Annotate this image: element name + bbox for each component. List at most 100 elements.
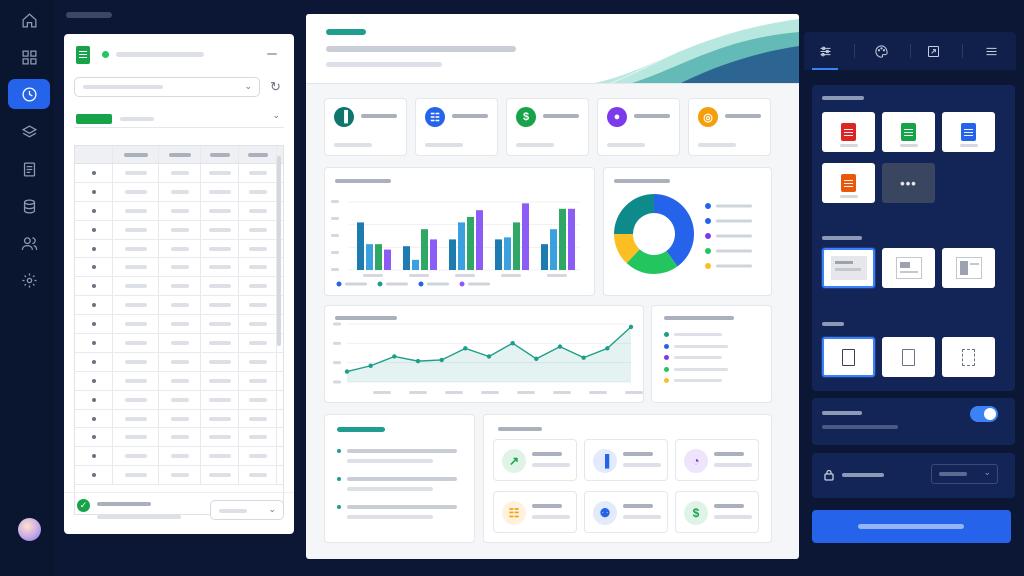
table-row[interactable] <box>75 315 283 335</box>
table-cell[interactable] <box>113 334 159 352</box>
table-cell[interactable] <box>239 220 277 239</box>
data-grid[interactable] <box>74 145 284 515</box>
table-row[interactable] <box>75 239 283 259</box>
document-icon[interactable] <box>8 154 50 184</box>
table-cell[interactable] <box>201 277 239 296</box>
more-options-button[interactable]: ••• <box>882 163 935 203</box>
table-row[interactable] <box>75 352 283 372</box>
row-marker[interactable] <box>75 220 113 239</box>
table-cell[interactable] <box>113 182 159 201</box>
row-marker[interactable] <box>75 258 113 277</box>
row-marker[interactable] <box>75 371 113 390</box>
toggle-switch[interactable] <box>970 406 998 422</box>
layers-icon[interactable] <box>8 117 50 147</box>
table-cell[interactable] <box>159 164 201 182</box>
row-marker[interactable] <box>75 164 113 182</box>
sheet-selector[interactable]: ⌄ <box>74 77 260 97</box>
table-cell[interactable] <box>113 409 159 428</box>
table-cell[interactable] <box>201 428 239 447</box>
table-cell[interactable] <box>113 352 159 371</box>
table-cell[interactable] <box>201 334 239 352</box>
metric-card[interactable]: $ <box>675 491 759 533</box>
table-cell[interactable] <box>201 315 239 334</box>
table-cell[interactable] <box>239 447 277 466</box>
table-cell[interactable] <box>201 296 239 315</box>
table-row[interactable] <box>75 277 283 297</box>
menu-icon[interactable] <box>980 40 1002 62</box>
row-marker[interactable] <box>75 428 113 447</box>
palette-icon[interactable] <box>870 40 892 62</box>
users-icon[interactable] <box>8 228 50 258</box>
table-cell[interactable] <box>113 428 159 447</box>
table-cell[interactable] <box>201 466 239 485</box>
table-cell[interactable] <box>239 164 277 182</box>
table-cell[interactable] <box>159 277 201 296</box>
table-row[interactable] <box>75 390 283 410</box>
table-cell[interactable] <box>239 239 277 258</box>
table-row[interactable] <box>75 371 283 391</box>
avatar[interactable] <box>18 518 41 541</box>
table-cell[interactable] <box>159 201 201 220</box>
table-cell[interactable] <box>159 371 201 390</box>
table-cell[interactable] <box>159 390 201 409</box>
table-cell[interactable] <box>113 390 159 409</box>
table-cell[interactable] <box>159 296 201 315</box>
kpi-card[interactable]: ☷ <box>415 98 498 156</box>
table-cell[interactable] <box>159 220 201 239</box>
gear-icon[interactable] <box>8 265 50 295</box>
database-icon[interactable] <box>8 191 50 221</box>
table-cell[interactable] <box>113 371 159 390</box>
metric-card[interactable]: ☷ <box>493 491 577 533</box>
table-cell[interactable] <box>113 201 159 220</box>
row-marker[interactable] <box>75 466 113 485</box>
password-select[interactable]: ⌄ <box>931 464 998 484</box>
export-select[interactable]: ⌄ <box>210 500 284 520</box>
home-icon[interactable] <box>8 5 50 35</box>
table-row[interactable] <box>75 182 283 202</box>
clock-icon[interactable] <box>8 79 50 109</box>
table-cell[interactable] <box>201 371 239 390</box>
table-cell[interactable] <box>159 447 201 466</box>
pdf-icon[interactable] <box>822 112 875 152</box>
metric-card[interactable]: ◔ <box>675 439 759 481</box>
table-cell[interactable] <box>113 277 159 296</box>
table-cell[interactable] <box>201 390 239 409</box>
row-marker[interactable] <box>75 447 113 466</box>
table-cell[interactable] <box>201 220 239 239</box>
table-cell[interactable] <box>201 164 239 182</box>
table-cell[interactable] <box>201 239 239 258</box>
table-cell[interactable] <box>239 334 277 352</box>
table-cell[interactable] <box>239 409 277 428</box>
table-cell[interactable] <box>159 352 201 371</box>
table-cell[interactable] <box>239 182 277 201</box>
row-marker[interactable] <box>75 239 113 258</box>
table-cell[interactable] <box>239 466 277 485</box>
table-cell[interactable] <box>113 239 159 258</box>
table-cell[interactable] <box>113 447 159 466</box>
table-cell[interactable] <box>201 409 239 428</box>
table-row[interactable] <box>75 334 283 353</box>
table-cell[interactable] <box>113 220 159 239</box>
table-cell[interactable] <box>239 296 277 315</box>
table-cell[interactable] <box>159 315 201 334</box>
grid-icon[interactable] <box>8 42 50 72</box>
row-marker[interactable] <box>75 334 113 352</box>
kpi-card[interactable]: ▐ <box>324 98 407 156</box>
row-marker[interactable] <box>75 352 113 371</box>
layout-option-1[interactable] <box>822 248 875 288</box>
table-row[interactable] <box>75 296 283 316</box>
table-cell[interactable] <box>239 201 277 220</box>
table-cell[interactable] <box>159 239 201 258</box>
scrollbar[interactable] <box>277 156 281 346</box>
table-cell[interactable] <box>159 334 201 352</box>
table-cell[interactable] <box>201 258 239 277</box>
table-cell[interactable] <box>239 315 277 334</box>
orientation-page-option[interactable] <box>882 337 935 377</box>
table-row[interactable] <box>75 220 283 240</box>
row-marker[interactable] <box>75 277 113 296</box>
table-cell[interactable] <box>159 466 201 485</box>
kpi-card[interactable]: ● <box>597 98 680 156</box>
table-row[interactable] <box>75 409 283 429</box>
table-cell[interactable] <box>113 296 159 315</box>
powerpoint-icon[interactable] <box>822 163 875 203</box>
